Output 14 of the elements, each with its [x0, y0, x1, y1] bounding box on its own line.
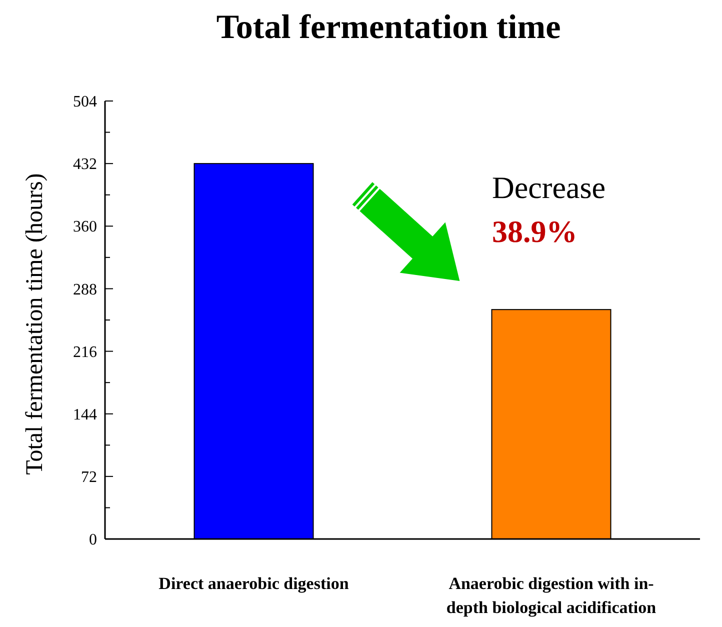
annotation: Decrease: [492, 170, 606, 205]
chart-title: Total fermentation time: [216, 9, 561, 46]
y-tick-label: 144: [73, 406, 97, 424]
y-tick-label: 360: [73, 218, 97, 236]
annotation: 38.9%: [492, 214, 578, 249]
x-tick-label: Direct anaerobic digestion: [158, 574, 350, 593]
y-tick-label: 288: [73, 281, 97, 298]
x-tick-label: Anaerobic digestion with in-depth biological acidification: [446, 574, 657, 617]
y-tick-label: 432: [73, 156, 97, 174]
y-axis-title: Total fermentation time (hours): [22, 173, 48, 475]
y-tick-label: 504: [73, 94, 97, 111]
y-tick-label: 72: [81, 469, 97, 486]
y-tick-label: 216: [73, 344, 97, 361]
y-tick-label: 0: [89, 532, 97, 549]
